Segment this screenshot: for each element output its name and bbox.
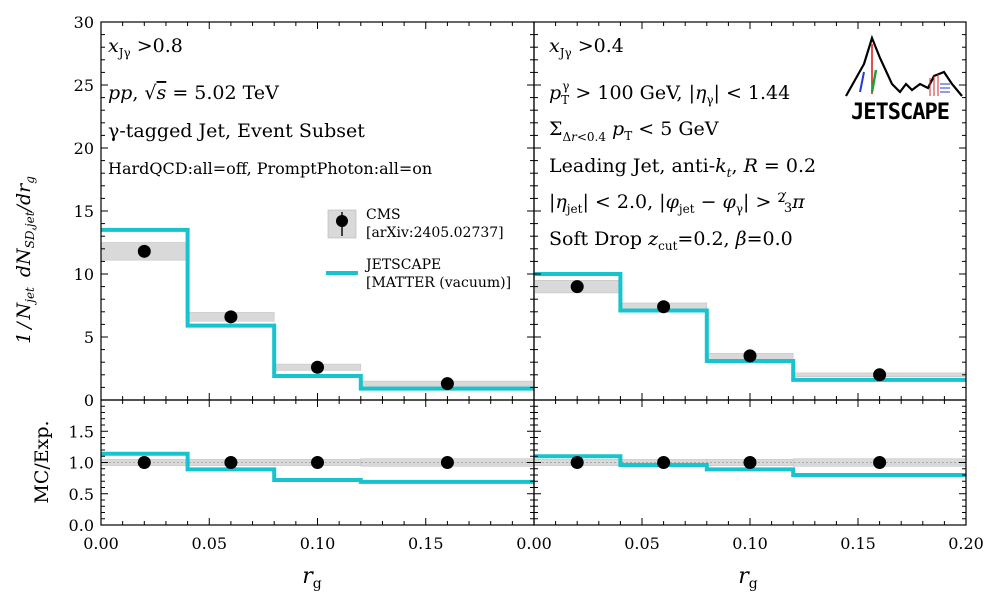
- jetscape-step-ratio: [534, 454, 966, 477]
- x-tick-label-left: 0.05: [191, 534, 227, 553]
- cms-point: [311, 360, 324, 374]
- cms-point: [440, 377, 454, 391]
- ratio-cms-point: [137, 456, 151, 469]
- ratio-cms-point: [311, 456, 324, 469]
- cms-point: [570, 280, 584, 294]
- x-tick-label-right: 0.10: [732, 534, 768, 553]
- logo-hatch-blue: [940, 83, 950, 93]
- logo-text: JETSCAPE: [851, 100, 949, 125]
- legend-cms-ref: [arXiv:2405.02737]: [366, 225, 504, 241]
- right-annot-iso: ΣΔr<0.4 pT < 5 GeV: [549, 118, 719, 144]
- legend-jetscape-ref: [MATTER (vacuum)]: [366, 275, 511, 291]
- right-annot-softdrop: Soft Drop zcut=0.2, β=0.0: [549, 228, 793, 253]
- svg-text:1/NjetdNSD,jet/drg: 1/NjetdNSD,jet/drg: [13, 176, 37, 344]
- panel-right: [533, 21, 967, 526]
- logo-hatch: [929, 74, 939, 96]
- ratio-y-tick-label: 1.5: [69, 422, 94, 441]
- main-y-tick-label: 15: [74, 202, 94, 221]
- left-annot-tagged: γ-tagged Jet, Event Subset: [108, 120, 365, 142]
- ratio-y-tick-label: 0.5: [69, 485, 94, 504]
- jetscape-step-ratio: [101, 451, 534, 484]
- jetscape-logo: JETSCAPE: [845, 34, 963, 125]
- jetscape-step-main: [534, 272, 966, 382]
- x-axis-label-right: rg: [738, 564, 758, 592]
- x-tick-label-left: 0.15: [408, 534, 444, 553]
- main-y-tick-label: 0: [84, 391, 94, 410]
- ratio-cms-point: [570, 456, 584, 469]
- x-tick-label-left: 0.00: [83, 534, 119, 553]
- main-y-tick-label: 10: [74, 265, 94, 284]
- panel-left: [100, 21, 535, 526]
- cms-point: [224, 310, 238, 324]
- right-annot-xjg: xJγ >0.4: [549, 35, 624, 60]
- ratio-cms-point: [224, 456, 238, 469]
- ratio-y-axis-label: MC/Exp.: [31, 420, 53, 503]
- right-annot-jet: Leading Jet, anti-kt, R = 0.2: [549, 155, 816, 180]
- logo-mountain: [845, 34, 963, 97]
- main-y-tick-label: 30: [74, 13, 94, 32]
- x-tick-label-right: 0.20: [948, 534, 984, 553]
- main-y-tick-label: 25: [74, 76, 94, 95]
- x-axis-label-left: rg: [302, 564, 322, 592]
- x-tick-label-left: 0.10: [300, 534, 336, 553]
- jetscape-step-main: [101, 227, 534, 391]
- cms-point: [657, 300, 671, 314]
- svg-text:rg: rg: [302, 564, 322, 592]
- legend-jetscape-label: JETSCAPE: [364, 257, 441, 273]
- left-annotations: xJγ >0.8 pp, √s = 5.02 TeV γ-tagged Jet,…: [108, 35, 432, 178]
- logo-blue-track: [859, 71, 865, 93]
- ratio-cms-point: [873, 456, 887, 469]
- x-tick-label-left: 0.00: [516, 534, 552, 553]
- legend: CMS [arXiv:2405.02737] JETSCAPE [MATTER …: [326, 207, 511, 291]
- cms-point: [743, 349, 757, 363]
- plot-area: 0 5 10 15 20 25 30 0.0 0.5 1.0 1.5 0.00 0.05 0.10 0.15…: [69, 13, 984, 553]
- cms-point: [137, 244, 151, 258]
- x-tick-label-right: 0.05: [624, 534, 660, 553]
- ratio-cms-point: [657, 456, 671, 469]
- ratio-cms-point: [743, 456, 757, 469]
- ratio-y-tick-label: 1.0: [69, 454, 94, 473]
- left-annot-pythia: HardQCD:all=off, PromptPhoton:all=on: [108, 159, 432, 178]
- main-y-axis-label: 1/NjetdNSD,jet/drg: [13, 176, 37, 344]
- cms-point: [873, 368, 887, 382]
- x-tick-label-right: 0.15: [840, 534, 876, 553]
- legend-cms-marker: [336, 215, 348, 227]
- svg-text:rg: rg: [738, 564, 758, 592]
- logo-green-track: [870, 69, 878, 93]
- left-annot-pp: pp, √s = 5.02 TeV: [108, 82, 279, 104]
- ratio-y-tick-label: 0.0: [69, 516, 94, 535]
- left-annot-xjg: xJγ >0.8: [108, 35, 183, 60]
- main-y-tick-label: 20: [74, 139, 94, 158]
- ratio-cms-point: [440, 456, 454, 469]
- right-annot-eta: |ηjet| < 2.0, |φjet − φγ| > 2⁄3π: [549, 191, 805, 216]
- main-frame: [100, 21, 535, 401]
- right-annotations: xJγ >0.4 pTγ > 100 GeV, |ηγ| < 1.44 ΣΔr<…: [549, 35, 816, 253]
- right-annot-ptgamma: pTγ > 100 GeV, |ηγ| < 1.44: [549, 79, 790, 107]
- legend-cms-label: CMS: [366, 207, 401, 223]
- main-y-tick-label: 5: [84, 328, 94, 347]
